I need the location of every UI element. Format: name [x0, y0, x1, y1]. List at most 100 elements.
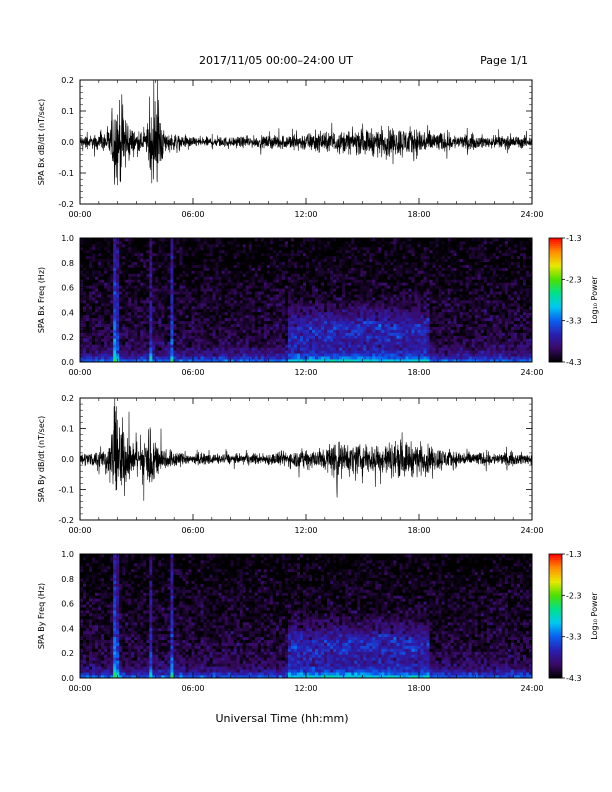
heatmap-cell: [354, 329, 358, 333]
heatmap-cell: [86, 288, 90, 292]
heatmap-cell: [101, 338, 105, 342]
heatmap-cell: [92, 288, 96, 292]
heatmap-cell: [321, 359, 325, 363]
heatmap-cell: [197, 276, 201, 280]
heatmap-cell: [86, 332, 90, 336]
heatmap-cell: [155, 323, 159, 327]
heatmap-cell: [80, 323, 84, 327]
heatmap-cell: [414, 255, 418, 260]
heatmap-cell: [98, 359, 102, 363]
heatmap-cell: [203, 294, 207, 298]
heatmap-cell: [426, 261, 430, 265]
heatmap-cell: [194, 317, 198, 322]
heatmap-cell: [155, 238, 159, 242]
heatmap-cell: [149, 238, 153, 242]
heatmap-cell: [302, 341, 307, 345]
heatmap-cell: [146, 279, 150, 283]
heatmap-cell: [287, 300, 292, 304]
heatmap-cell: [116, 338, 120, 342]
heatmap-cell: [342, 264, 346, 268]
heatmap-cell: [405, 267, 409, 271]
heatmap-cell: [140, 282, 144, 286]
heatmap-cell: [318, 326, 322, 330]
heatmap-cell: [167, 240, 171, 245]
heatmap-cell: [101, 264, 105, 268]
heatmap-cell: [321, 308, 325, 313]
heatmap-cell: [302, 240, 307, 245]
heatmap-cell: [215, 329, 220, 333]
heatmap-cell: [354, 356, 358, 360]
heatmap-cell: [134, 285, 138, 289]
heatmap-cell: [378, 359, 382, 363]
heatmap-cell: [281, 252, 286, 257]
heatmap-cell: [221, 326, 226, 330]
heatmap-cell: [200, 267, 204, 271]
heatmap-cell: [420, 344, 424, 348]
heatmap-cell: [179, 273, 183, 277]
heatmap-cell: [405, 320, 409, 325]
heatmap-cell: [221, 329, 226, 333]
heatmap-cell: [299, 297, 304, 301]
heatmap-cell: [206, 261, 210, 265]
heatmap-cell: [309, 243, 313, 248]
heatmap-cell: [275, 279, 280, 283]
heatmap-cell: [122, 282, 126, 286]
heatmap-cell: [269, 356, 274, 360]
heatmap-cell: [260, 288, 265, 292]
heatmap-cell: [200, 305, 204, 310]
heatmap-cell: [411, 255, 415, 260]
heatmap-cell: [260, 258, 265, 263]
heatmap-cell: [399, 314, 403, 319]
heatmap-cell: [125, 311, 129, 316]
heatmap-cell: [197, 240, 201, 245]
heatmap-cell: [393, 356, 397, 360]
heatmap-cell: [158, 332, 162, 336]
heatmap-cell: [315, 335, 319, 339]
heatmap-cell: [257, 350, 262, 354]
heatmap-cell: [387, 264, 391, 268]
heatmap-cell: [101, 288, 105, 292]
heatmap-cell: [200, 249, 204, 254]
heatmap-cell: [176, 288, 180, 292]
heatmap-cell: [375, 279, 379, 283]
heatmap-cell: [215, 350, 220, 354]
heatmap-cell: [83, 300, 87, 304]
heatmap-cell: [224, 359, 229, 363]
heatmap-cell: [408, 308, 412, 313]
heatmap-cell: [167, 305, 171, 310]
heatmap-cell: [164, 338, 168, 342]
heatmap-cell: [275, 323, 280, 327]
heatmap-cell: [98, 285, 102, 289]
heatmap-cell: [113, 323, 117, 327]
heatmap-cell: [173, 288, 177, 292]
heatmap-cell: [324, 255, 328, 260]
heatmap-cell: [185, 285, 189, 289]
heatmap-cell: [221, 320, 226, 325]
heatmap-cell: [80, 326, 84, 330]
heatmap-cell: [299, 359, 304, 363]
heatmap-cell: [284, 350, 289, 354]
heatmap-cell: [182, 282, 186, 286]
heatmap-cell: [399, 353, 403, 357]
heatmap-cell: [339, 350, 343, 354]
heatmap-cell: [312, 353, 316, 357]
heatmap-cell: [251, 240, 256, 245]
heatmap-cell: [209, 273, 213, 277]
heatmap-cell: [236, 311, 241, 316]
heatmap-cell: [119, 294, 123, 298]
heatmap-cell: [333, 261, 337, 265]
heatmap-cell: [113, 314, 117, 319]
heatmap-cell: [242, 356, 247, 360]
heatmap-cell: [402, 258, 406, 263]
heatmap-cell: [275, 344, 280, 348]
heatmap-cell: [429, 350, 433, 354]
heatmap-cell: [345, 297, 349, 301]
heatmap-cell: [146, 326, 150, 330]
heatmap-cell: [351, 238, 355, 242]
heatmap-cell: [351, 317, 355, 322]
heatmap-cell: [155, 302, 159, 307]
heatmap-cell: [360, 276, 364, 280]
heatmap-cell: [260, 249, 265, 254]
heatmap-cell: [312, 332, 316, 336]
heatmap-cell: [134, 249, 138, 254]
